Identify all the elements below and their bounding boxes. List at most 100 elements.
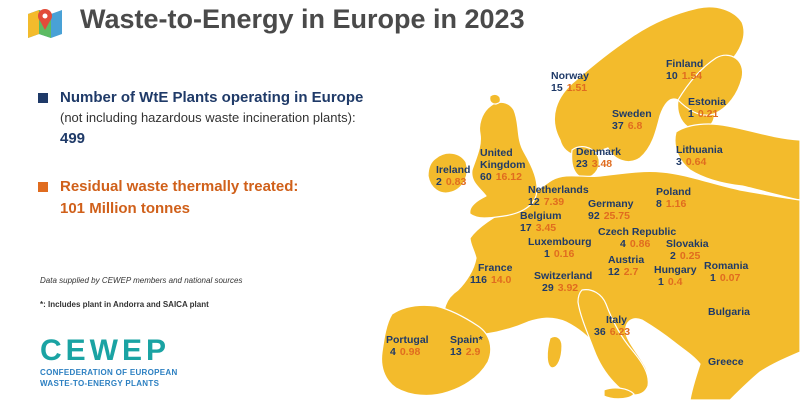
plant-count: 8 [656,198,662,210]
country-name: Belgium [520,210,562,222]
country-label-germany: Germany 92 25.75 [588,198,634,222]
land-italy [577,289,649,396]
plant-count: 36 [594,326,606,338]
country-name: Greece [708,356,744,368]
country-name: Italy [606,314,628,326]
tonnes-value: 0.21 [697,108,719,120]
plant-count: 17 [520,222,532,234]
plants-subheading: (not including hazardous waste incinerat… [60,110,356,125]
land-baltics [674,123,800,201]
country-label-netherlands: Netherlands 12 7.39 [528,184,589,208]
plant-count: 92 [588,210,600,222]
country-label-portugal: Portugal 4 0.98 [386,334,429,358]
tonnes-value: 0.4 [667,276,683,288]
country-name: Estonia [688,96,726,108]
land-scandinavia [553,6,745,163]
tonnes-value: 0.83 [445,176,467,188]
country-label-spain: Spain* 13 2.9 [450,334,483,358]
country-name: Netherlands [528,184,589,196]
plant-count: 15 [551,82,563,94]
tonnes-value: 2.7 [623,266,639,278]
plant-count: 4 [620,238,626,250]
land-sardinia [546,335,563,369]
cewep-logo-text: CEWEP [40,334,170,364]
country-label-switzerland: Switzerland 29 3.92 [534,270,592,294]
plant-count: 10 [666,70,678,82]
tonnes-value: 1.54 [681,70,703,82]
tonnes-value: 16.12 [495,171,522,183]
plant-count: 37 [612,120,624,132]
tonnes-value: 25.75 [603,210,630,222]
page-title: Waste-to-Energy in Europe in 2023 [80,4,525,34]
plant-count: 29 [542,282,554,294]
cewep-subtitle-2: WASTE-TO-ENERGY PLANTS [40,379,160,388]
country-label-greece: Greece [708,356,744,368]
tonnes-value: 2.9 [465,346,481,358]
country-label-sweden: Sweden 37 6.8 [612,108,652,132]
land-iberia [380,304,492,397]
land-great-britain [469,101,538,219]
land-scotland-isles [489,93,501,105]
country-name: United Kingdom [480,147,526,171]
country-label-luxembourg: Luxembourg 1 0.16 [528,236,592,260]
country-label-estonia: Estonia 1 0.21 [688,96,726,120]
plant-count: 13 [450,346,462,358]
country-label-slovakia: Slovakia 2 0.25 [666,238,709,262]
plant-count: 1 [688,108,694,120]
tonnes-value: 0.16 [553,248,575,260]
country-label-lithuania: Lithuania 3 0.64 [676,144,723,168]
country-name: Portugal [386,334,429,346]
tonnes-value: 3.92 [557,282,579,294]
plant-count: 23 [576,158,588,170]
footnote: *: Includes plant in Andorra and SAICA p… [40,300,209,309]
country-name: Switzerland [534,270,593,282]
plants-heading: Number of WtE Plants operating in Europe [60,89,364,106]
plant-count: 2 [436,176,442,188]
tonnes-value: 0.86 [629,238,651,250]
land-finland [677,54,744,116]
plants-value: 499 [60,130,86,147]
source-note: Data supplied by CEWEP members and natio… [40,276,243,285]
plant-count: 3 [676,156,682,168]
tonnes-value: 6.8 [627,120,643,132]
country-name: Bulgaria [708,306,751,318]
residual-bullet [38,182,48,192]
country-label-czech-republic: Czech Republic 4 0.86 [598,226,676,250]
cewep-subtitle-1: CONFEDERATION OF EUROPEAN [40,368,178,377]
tonnes-value: 3.45 [535,222,557,234]
tonnes-value: 7.39 [543,196,565,208]
country-name: Slovakia [666,238,709,250]
plant-count: 12 [608,266,620,278]
tonnes-value: 0.98 [399,346,421,358]
country-label-france: France 116 14.0 [470,262,512,286]
plant-count: 1 [544,248,550,260]
country-name: Norway [551,70,589,82]
country-name: Denmark [576,146,621,158]
tonnes-value: 0.25 [679,250,701,262]
country-name: France [478,262,513,274]
country-label-belgium: Belgium 17 3.45 [520,210,561,234]
country-label-austria: Austria 12 2.7 [608,254,644,278]
country-label-denmark: Denmark 23 3.48 [576,146,621,170]
country-name: Poland [656,186,692,198]
country-name: Spain* [450,334,483,346]
country-label-norway: Norway 15 1.51 [551,70,589,94]
country-name: Finland [666,58,704,70]
country-name: Austria [608,254,645,266]
country-name: Ireland [436,164,471,176]
land-sicily [603,387,635,400]
plant-count: 116 [470,274,487,286]
country-name: Hungary [654,264,697,276]
plant-count: 2 [670,250,676,262]
tonnes-value: 0.07 [719,272,741,284]
tonnes-value: 0.64 [685,156,707,168]
cewep-logo: CEWEP [40,334,170,364]
land-denmark [571,146,600,179]
plant-count: 1 [658,276,664,288]
land-ireland [427,152,468,194]
country-name: Czech Republic [598,226,677,238]
country-label-hungary: Hungary 1 0.4 [654,264,697,288]
residual-value: 101 Million tonnes [60,200,191,217]
tonnes-value: 3.48 [591,158,613,170]
country-name: Luxembourg [528,236,592,248]
